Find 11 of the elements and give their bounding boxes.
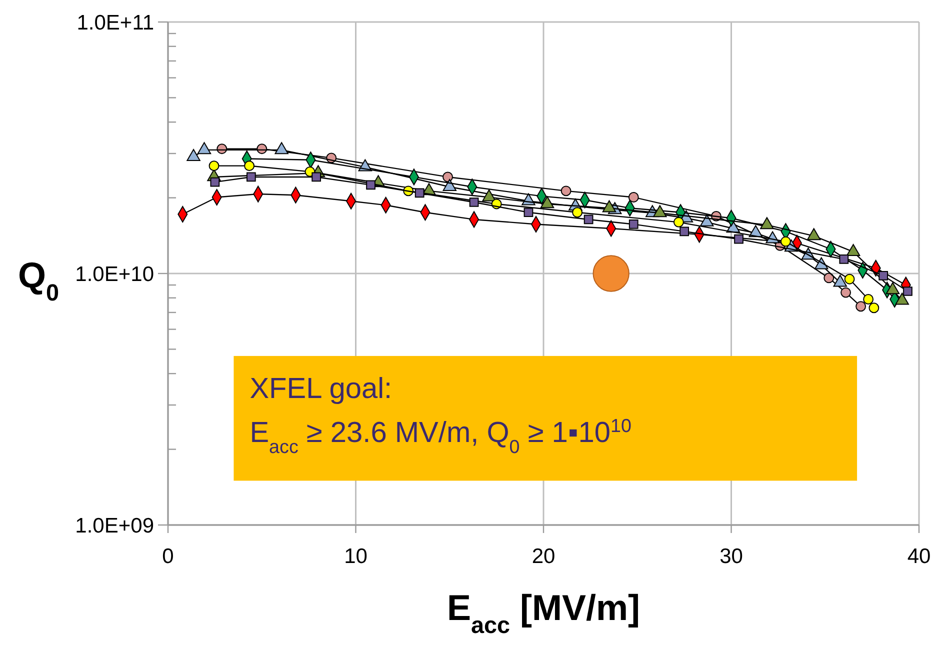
x-axis-title: E$_{acc}$ [MV/m] — [446, 587, 640, 638]
y-tick-label: 1.0E+11 — [76, 11, 154, 34]
x-tick-label: 30 — [720, 545, 743, 568]
annotation: XFEL goal: E$_{acc}$ ≥ 23.6 MV/m, Q$_{0}$ ≥ 1▪10$^{10}$ — [250, 372, 632, 456]
y-tick-label: 1.0E+10 — [75, 262, 154, 286]
x-tick-label: 10 — [344, 545, 368, 568]
x-tick-label: 20 — [532, 545, 556, 568]
x-tick-label: 40 — [907, 545, 931, 568]
y-tick-label: 1.0E+09 — [75, 514, 154, 538]
y-axis-title: Q$_{0}$ — [18, 254, 60, 306]
x-tick-label: 0 — [162, 545, 174, 568]
